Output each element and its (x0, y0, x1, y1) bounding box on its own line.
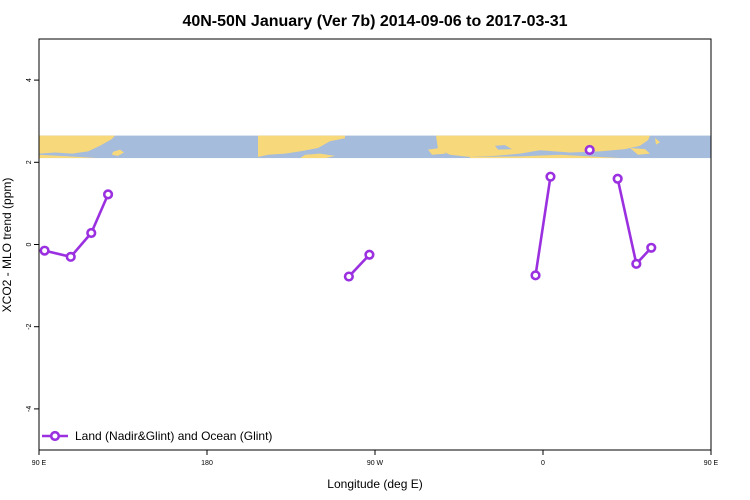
data-point (612, 173, 623, 184)
world-map-strip (39, 135, 711, 450)
y-axis-label: XCO2 - MLO trend (ppm) (0, 178, 14, 313)
data-point (102, 189, 114, 200)
series-line (534, 176, 552, 276)
x-tick-label: 90 E (32, 460, 47, 467)
chart-title: 40N-50N January (Ver 7b) 2014-09-06 to 2… (182, 13, 567, 30)
data-point (530, 270, 541, 281)
y-axis: -4 -2 0 2 4 (26, 78, 39, 412)
data-point (39, 245, 50, 256)
data-point (737, 253, 745, 261)
y-tick-label: 2 (26, 160, 33, 164)
y-tick-label: 4 (26, 78, 33, 82)
inland-sea (495, 145, 512, 150)
legend: Land (Nadir&Glint) and Ocean (Glint) (42, 429, 272, 443)
x-tick-label: 90 E (704, 460, 719, 467)
x-axis-label: Longitude (deg E) (327, 477, 422, 491)
y-tick-label: -4 (26, 406, 33, 412)
x-tick-label: 90 W (367, 460, 384, 467)
below-map-background (39, 158, 711, 450)
data-point (343, 271, 354, 282)
land-shape (112, 149, 124, 156)
series-line (720, 194, 750, 256)
land-shape (258, 135, 345, 158)
land-shape (39, 135, 115, 154)
land-shape (436, 135, 650, 158)
legend-marker (49, 430, 61, 442)
land-shape (440, 142, 480, 149)
land-shape (470, 154, 625, 159)
data-point (545, 171, 556, 182)
map-location-marker (584, 144, 595, 156)
data-point (86, 227, 97, 239)
legend-label: Land (Nadir&Glint) and Ocean (Glint) (75, 429, 272, 443)
y-tick-label: -2 (26, 323, 33, 329)
series-layer (39, 144, 750, 282)
data-point (65, 251, 76, 262)
land-shape (300, 153, 335, 159)
y-tick-label: 0 (26, 242, 33, 246)
x-axis: 90 E 180 90 W 0 90 E (32, 450, 719, 467)
x-tick-label: 0 (541, 460, 545, 467)
data-point (717, 247, 725, 255)
land-shape (39, 154, 100, 159)
data-point (646, 242, 657, 253)
data-point (364, 249, 375, 260)
x-tick-label: 180 (201, 460, 213, 467)
series-line (44, 193, 110, 259)
data-point (631, 258, 642, 269)
land-shape (655, 137, 660, 145)
land-shape (630, 148, 650, 155)
